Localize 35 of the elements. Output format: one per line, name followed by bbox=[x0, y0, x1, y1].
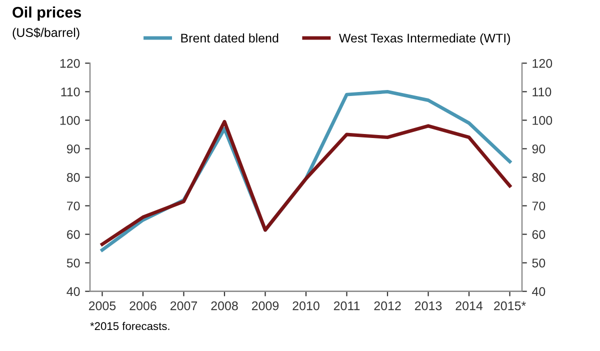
y2-tick-label: 110 bbox=[532, 88, 552, 96]
y2-tick-label: 80 bbox=[532, 173, 546, 182]
y-tick-label: 120 bbox=[60, 58, 80, 68]
y-tick-label: 60 bbox=[67, 230, 80, 239]
y2-tick-label: 50 bbox=[532, 258, 546, 268]
y-tick-label: 50 bbox=[66, 258, 80, 268]
y-tick-label: 100 bbox=[60, 116, 80, 125]
x-tick-label: 2008 bbox=[211, 301, 238, 310]
y-tick-label: 110 bbox=[61, 88, 80, 96]
x-tick-label: 2011 bbox=[334, 301, 360, 310]
y2-tick-label: 40 bbox=[532, 287, 546, 296]
x-tick-label: 2012 bbox=[374, 301, 401, 310]
x-tick-label: 2005 bbox=[88, 301, 116, 310]
y2-tick-label: 120 bbox=[532, 58, 552, 68]
x-tick-label: 2006 bbox=[130, 301, 156, 310]
x-tick-label: 2015* bbox=[494, 301, 526, 310]
y2-tick-label: 60 bbox=[532, 230, 546, 239]
x-tick-label: 2009 bbox=[252, 301, 279, 310]
x-tick-label: 2013 bbox=[414, 301, 442, 310]
legend-label: West Texas Intermediate (WTI) bbox=[339, 33, 510, 46]
text: *2015 forecasts. bbox=[90, 322, 170, 330]
x-tick-label: 2010 bbox=[292, 301, 320, 310]
chart-title: Oil prices bbox=[12, 6, 82, 21]
x-tick-label: 2014 bbox=[456, 301, 483, 310]
y-tick-label: 40 bbox=[66, 287, 80, 296]
chart-subtitle: (US$/barrel) bbox=[12, 28, 80, 40]
y-tick-label: 70 bbox=[67, 202, 80, 210]
line-series bbox=[100, 120, 512, 246]
legend-label: Brent dated blend bbox=[181, 33, 278, 43]
y-tick-label: 90 bbox=[66, 144, 80, 154]
y-tick-label: 80 bbox=[66, 173, 80, 182]
x-tick-label: 2007 bbox=[170, 301, 198, 310]
y2-tick-label: 100 bbox=[532, 116, 552, 125]
y2-tick-label: 70 bbox=[532, 202, 546, 210]
y2-tick-label: 90 bbox=[532, 144, 546, 154]
